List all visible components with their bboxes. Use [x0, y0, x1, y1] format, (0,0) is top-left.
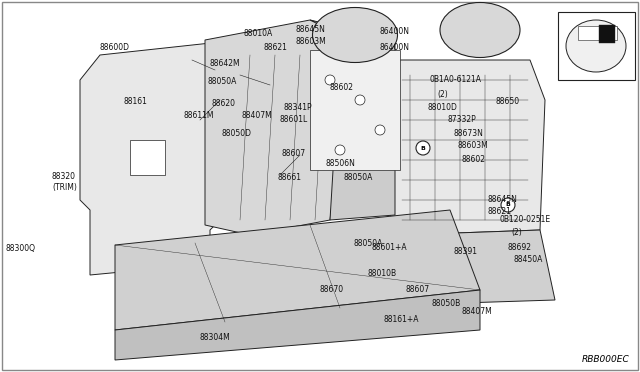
Polygon shape — [390, 60, 545, 235]
Text: (2): (2) — [437, 90, 448, 99]
Text: 88341P: 88341P — [283, 103, 312, 112]
Text: 88407M: 88407M — [242, 112, 273, 121]
Circle shape — [416, 141, 430, 155]
Text: B: B — [506, 202, 511, 208]
Ellipse shape — [312, 7, 397, 62]
Text: 88320
(TRIM): 88320 (TRIM) — [52, 172, 77, 192]
Text: 88650: 88650 — [495, 97, 519, 106]
Bar — [601, 26, 617, 40]
Polygon shape — [115, 210, 480, 330]
Text: 88621: 88621 — [488, 206, 512, 215]
Text: 88670: 88670 — [320, 285, 344, 295]
Polygon shape — [400, 230, 555, 305]
Text: 88603M: 88603M — [458, 141, 489, 150]
Text: 88450A: 88450A — [514, 256, 543, 264]
Text: 86400N: 86400N — [380, 28, 410, 36]
Text: 88407M: 88407M — [461, 308, 492, 317]
Text: 88645N: 88645N — [295, 26, 325, 35]
Text: 88050A: 88050A — [208, 77, 237, 87]
Bar — [599, 25, 615, 43]
Ellipse shape — [440, 3, 520, 58]
Polygon shape — [205, 20, 350, 235]
Text: 88673N: 88673N — [453, 128, 483, 138]
Text: 88692: 88692 — [508, 244, 532, 253]
Text: (2): (2) — [511, 228, 522, 237]
Text: 88620: 88620 — [212, 99, 236, 109]
Text: 87332P: 87332P — [447, 115, 476, 125]
Bar — [578, 26, 600, 40]
Text: 88642M: 88642M — [210, 58, 241, 67]
Text: 88050B: 88050B — [431, 299, 460, 308]
Bar — [558, 12, 635, 80]
Text: 88391: 88391 — [453, 247, 477, 256]
Text: B: B — [420, 145, 426, 151]
Text: 88607: 88607 — [405, 285, 429, 295]
Text: 88602: 88602 — [330, 83, 354, 93]
Text: 88010D: 88010D — [428, 103, 458, 112]
Text: 88050A: 88050A — [354, 238, 383, 247]
Text: 86400N: 86400N — [380, 44, 410, 52]
Circle shape — [501, 198, 515, 212]
Text: 88645N: 88645N — [488, 195, 518, 203]
Text: 88603M: 88603M — [295, 38, 326, 46]
Polygon shape — [130, 140, 165, 175]
Text: 88600D: 88600D — [100, 42, 130, 51]
Polygon shape — [115, 290, 480, 360]
Text: 88621: 88621 — [264, 44, 288, 52]
Text: 88601L: 88601L — [280, 115, 308, 125]
Text: 88611M: 88611M — [183, 112, 214, 121]
Ellipse shape — [566, 20, 626, 72]
Text: 88300Q: 88300Q — [5, 244, 35, 253]
Circle shape — [355, 95, 365, 105]
Text: 88607: 88607 — [281, 150, 305, 158]
Text: RBB000EC: RBB000EC — [582, 355, 630, 364]
Circle shape — [375, 125, 385, 135]
Text: 88661: 88661 — [277, 173, 301, 183]
Text: 88161: 88161 — [124, 97, 148, 106]
Text: 88050A: 88050A — [344, 173, 373, 183]
Circle shape — [335, 145, 345, 155]
Polygon shape — [310, 50, 400, 170]
Text: 88050D: 88050D — [222, 129, 252, 138]
Text: 88304M: 88304M — [200, 333, 231, 341]
Text: 0B120-0251E: 0B120-0251E — [499, 215, 550, 224]
Text: 88161+A: 88161+A — [384, 315, 419, 324]
Text: 0B1A0-6121A: 0B1A0-6121A — [430, 76, 482, 84]
Polygon shape — [310, 20, 395, 220]
Polygon shape — [80, 42, 230, 275]
Circle shape — [325, 75, 335, 85]
Text: 88506N: 88506N — [325, 160, 355, 169]
Text: 88601+A: 88601+A — [371, 243, 406, 251]
Text: 88602: 88602 — [462, 154, 486, 164]
Text: 88010B: 88010B — [368, 269, 397, 279]
Text: 88010A: 88010A — [244, 29, 273, 38]
